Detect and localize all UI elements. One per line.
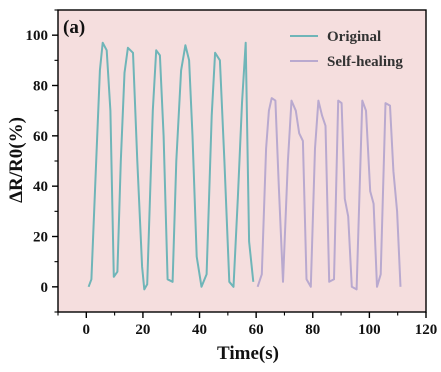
- legend-label-0: Original: [327, 29, 381, 45]
- x-tick-label: 20: [135, 322, 150, 338]
- y-tick-label: 0: [41, 280, 49, 296]
- x-tick-label: 60: [249, 322, 264, 338]
- y-axis-label: ΔR/R0(%): [6, 117, 27, 203]
- x-tick-label: 40: [192, 322, 207, 338]
- series-line-1: [256, 97, 402, 291]
- x-tick-label: 120: [415, 322, 438, 338]
- legend-label-1: Self-healing: [327, 54, 403, 70]
- x-tick-label: 0: [83, 322, 91, 338]
- y-tick-label: 20: [33, 230, 48, 246]
- x-tick-label: 80: [305, 322, 320, 338]
- x-axis-label: Time(s): [217, 343, 279, 364]
- y-tick-label: 40: [33, 179, 48, 195]
- y-tick-label: 100: [26, 28, 49, 44]
- x-tick-label: 100: [358, 322, 381, 338]
- legend: Original Self-healing: [290, 29, 403, 70]
- plot-area: [58, 10, 426, 312]
- y-tick-label: 60: [33, 129, 48, 145]
- series-line-0: [87, 41, 255, 291]
- panel-label: (a): [63, 17, 85, 38]
- y-tick-label: 80: [33, 79, 48, 95]
